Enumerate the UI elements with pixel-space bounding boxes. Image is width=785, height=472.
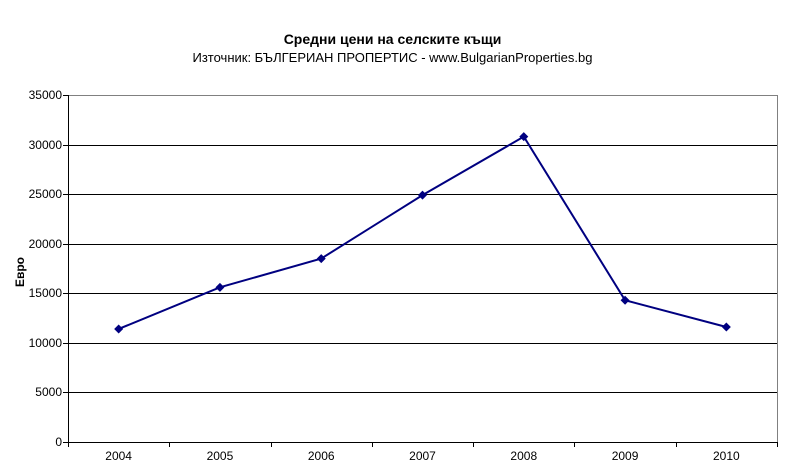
chart-title: Средни цени на селските къщи bbox=[283, 31, 502, 47]
x-tick-label: 2005 bbox=[206, 449, 234, 463]
data-point-marker bbox=[519, 132, 529, 142]
y-tick-label: 0 bbox=[55, 435, 62, 449]
x-tick-label: 2008 bbox=[510, 449, 538, 463]
chart-subtitle: Източник: БЪЛГЕРИАН ПРОПЕРТИС - www.Bulg… bbox=[192, 50, 593, 65]
y-tick-label: 10000 bbox=[28, 335, 62, 350]
y-tick-label: 5000 bbox=[35, 385, 62, 400]
x-tick-label: 2007 bbox=[409, 449, 436, 463]
data-point-marker bbox=[316, 254, 326, 264]
x-tick-label: 2010 bbox=[712, 449, 740, 463]
y-tick-label: 20000 bbox=[28, 236, 62, 251]
y-tick-label: 30000 bbox=[28, 137, 62, 152]
x-tick-label: 2006 bbox=[307, 449, 335, 463]
data-point-marker bbox=[418, 190, 427, 200]
y-tick-label: 25000 bbox=[28, 187, 62, 202]
data-point-marker bbox=[215, 282, 225, 292]
y-tick-label: 35000 bbox=[28, 88, 62, 102]
data-point-marker bbox=[721, 322, 731, 332]
x-tick-label: 2009 bbox=[611, 449, 639, 463]
series-line bbox=[118, 135, 727, 330]
data-point-marker bbox=[114, 324, 124, 334]
x-tick-label: 2004 bbox=[105, 449, 132, 463]
data-point-marker bbox=[620, 295, 630, 305]
y-tick-label: 15000 bbox=[28, 286, 62, 301]
